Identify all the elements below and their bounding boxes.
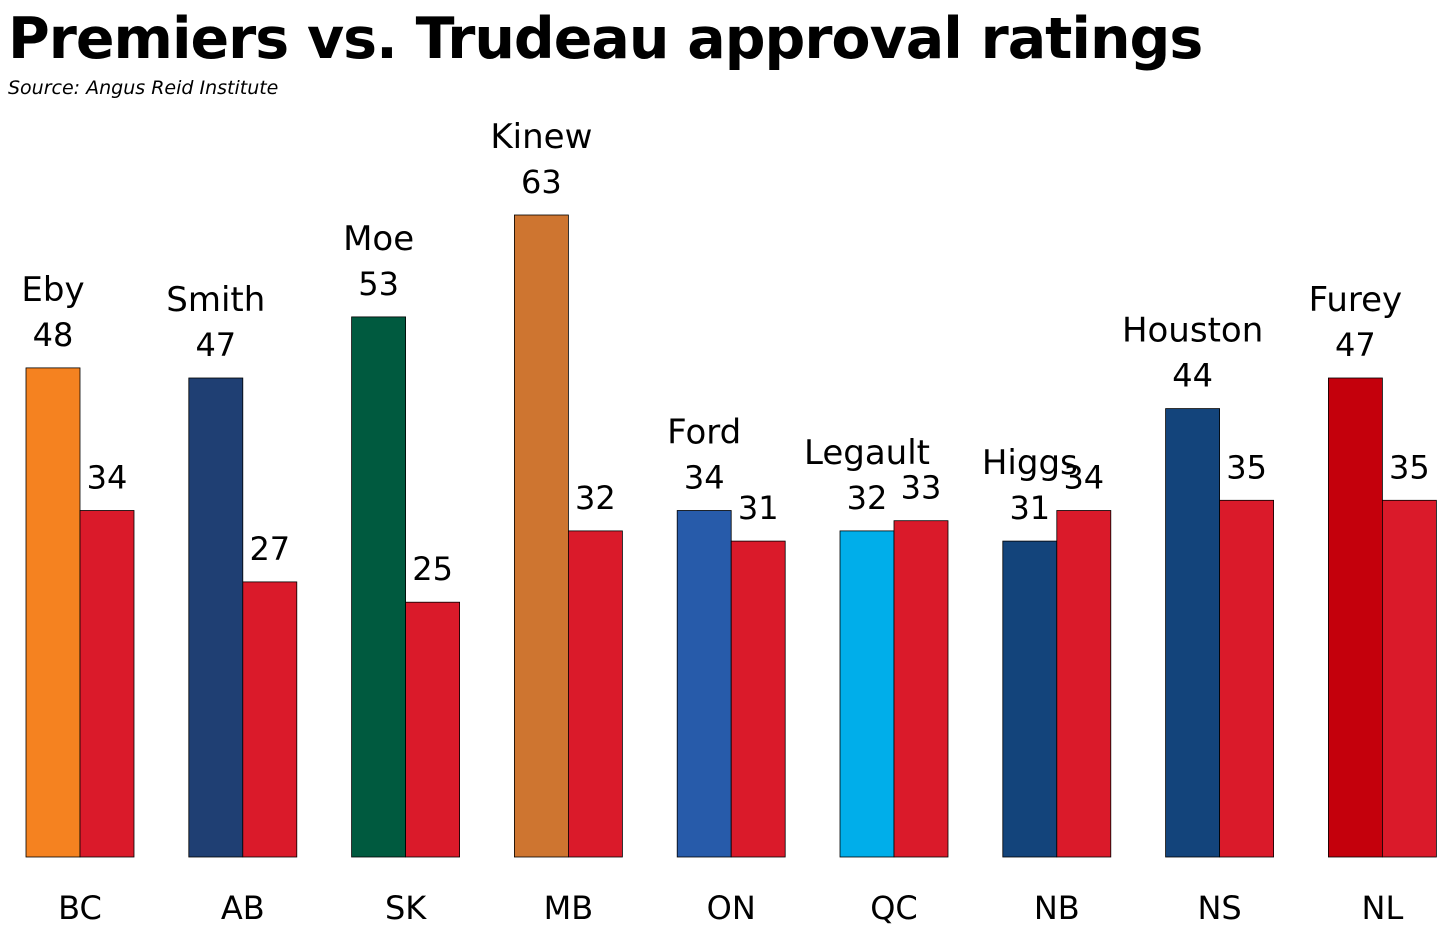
- category-label-bc: BC: [58, 889, 102, 927]
- premier-value-label-nb: 31: [1009, 489, 1050, 527]
- premier-name-label-ab: Smith: [166, 280, 265, 320]
- chart-title: Premiers vs. Trudeau approval ratings: [8, 6, 1203, 72]
- trudeau-bar-qc: [893, 520, 949, 858]
- category-label-ab: AB: [221, 889, 265, 927]
- premier-bar-ns: [1165, 408, 1220, 858]
- category-label-mb: MB: [544, 889, 594, 927]
- trudeau-value-label-mb: 32: [575, 479, 616, 517]
- premier-name-label-nl: Furey: [1309, 280, 1403, 320]
- premier-value-label-nl: 47: [1335, 326, 1376, 364]
- category-label-sk: SK: [385, 889, 427, 927]
- premier-value-label-qc: 32: [847, 479, 888, 517]
- premier-name-label-nb: Higgs: [982, 443, 1078, 483]
- premier-bar-sk: [351, 316, 407, 858]
- trudeau-value-label-nl: 35: [1389, 448, 1430, 486]
- premier-value-label-sk: 53: [358, 265, 399, 303]
- premier-name-label-qc: Legault: [804, 433, 930, 473]
- trudeau-bar-nb: [1056, 510, 1112, 858]
- chart-subtitle: Source: Angus Reid Institute: [8, 77, 279, 99]
- trudeau-bar-bc: [79, 510, 135, 858]
- premier-name-label-mb: Kinew: [490, 117, 592, 157]
- premier-name-label-sk: Moe: [343, 219, 414, 259]
- premier-value-label-ab: 47: [195, 326, 236, 364]
- category-label-nb: NB: [1034, 889, 1080, 927]
- trudeau-bar-ns: [1219, 499, 1274, 858]
- premier-name-label-bc: Eby: [21, 270, 84, 310]
- category-label-nl: NL: [1362, 889, 1404, 927]
- premier-bar-nb: [1002, 540, 1058, 858]
- trudeau-value-label-qc: 33: [901, 469, 942, 507]
- trudeau-value-label-ab: 27: [249, 530, 290, 568]
- trudeau-value-label-bc: 34: [87, 459, 128, 497]
- premier-bar-nl: [1328, 377, 1383, 858]
- premier-value-label-bc: 48: [33, 316, 74, 354]
- trudeau-value-label-ns: 35: [1226, 448, 1267, 486]
- trudeau-value-label-nb: 34: [1063, 459, 1104, 497]
- trudeau-value-label-sk: 25: [412, 550, 453, 588]
- trudeau-bar-ab: [242, 581, 298, 858]
- category-label-ns: NS: [1197, 889, 1241, 927]
- premier-value-label-mb: 63: [521, 163, 562, 201]
- trudeau-bar-sk: [405, 601, 461, 858]
- premier-bar-on: [676, 510, 732, 858]
- premier-value-label-on: 34: [684, 459, 725, 497]
- category-label-on: ON: [707, 889, 756, 927]
- category-label-qc: QC: [870, 889, 918, 927]
- trudeau-bar-on: [730, 540, 786, 858]
- premier-bar-mb: [514, 214, 569, 858]
- premier-bar-ab: [188, 377, 244, 858]
- premier-value-label-ns: 44: [1172, 357, 1213, 395]
- premier-name-label-on: Ford: [667, 413, 741, 453]
- premier-name-label-ns: Houston: [1122, 311, 1263, 351]
- trudeau-bar-nl: [1382, 499, 1437, 858]
- premier-bar-qc: [839, 530, 895, 858]
- trudeau-bar-mb: [568, 530, 623, 858]
- premier-bar-bc: [25, 367, 81, 858]
- trudeau-value-label-on: 31: [738, 489, 779, 527]
